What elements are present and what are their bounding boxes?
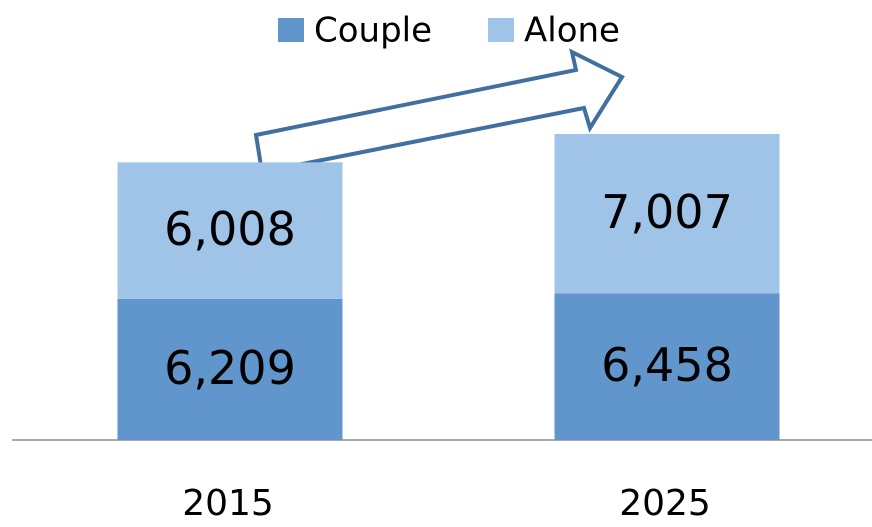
- legend-swatch: [488, 18, 514, 42]
- bar-segment: [554, 293, 780, 440]
- data-label: 6,458: [601, 338, 733, 392]
- x-tick-label: 2025: [619, 483, 711, 524]
- legend-label: Couple: [314, 11, 432, 51]
- bar-segment: [554, 134, 780, 294]
- legend-label: Alone: [524, 11, 620, 51]
- legend-swatch: [278, 18, 304, 42]
- bar-segment: [117, 298, 343, 440]
- data-label: 7,007: [601, 185, 733, 239]
- bar-segment: [117, 162, 343, 299]
- x-tick-label: 2015: [182, 483, 274, 524]
- data-label: 6,209: [164, 341, 296, 395]
- trend-arrow: [253, 48, 625, 175]
- data-label: 6,008: [164, 202, 296, 256]
